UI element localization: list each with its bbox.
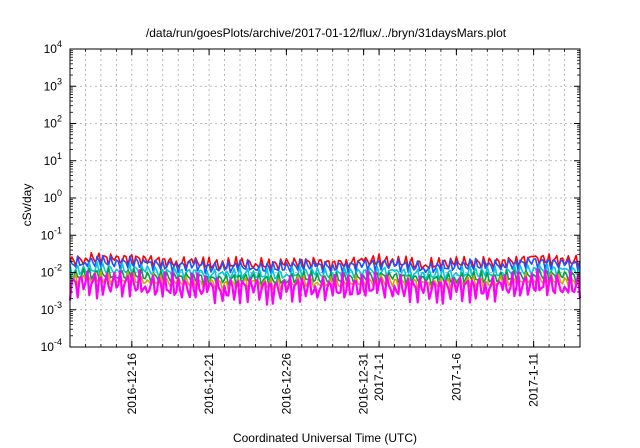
axes: 10-4 10-3 10-2 10-1 100 101 102 103 104 2016-12-1… [41,39,580,414]
y-tick-label: 10-3 [41,300,62,317]
y-axis-label: cSv/day [20,184,34,227]
x-tick-label: 2016-12-16 [125,353,139,415]
x-tick-label: 2016-12-21 [202,353,216,415]
y-tick-label: 10-4 [41,337,62,354]
x-tick-label: 2016-12-31 [357,353,371,415]
y-tick-label: 100 [44,188,62,205]
x-tick-label: 2017-1-6 [449,353,463,401]
y-tick-label: 10-1 [41,225,62,242]
series-line [68,267,582,306]
grid [70,49,580,347]
series-group [68,252,582,306]
x-tick-label: 2017-1-1 [372,353,386,401]
x-tick-label: 2017-1-11 [527,353,541,407]
plot-frame [69,48,581,348]
y-tick-label: 104 [44,39,62,56]
x-axis-label: Coordinated Universal Time (UTC) [233,431,417,445]
series-line [69,270,581,292]
y-tick-label: 103 [44,76,62,93]
y-tick-label: 102 [44,114,62,131]
y-tick-label: 101 [44,151,62,168]
x-tick-label: 2016-12-26 [279,353,293,415]
series-line [69,260,581,282]
chart-title: /data/run/goesPlots/archive/2017-01-12/f… [146,26,507,40]
y-tick-label: 10-2 [41,263,62,280]
series-line [69,254,581,275]
series-line [69,266,581,288]
